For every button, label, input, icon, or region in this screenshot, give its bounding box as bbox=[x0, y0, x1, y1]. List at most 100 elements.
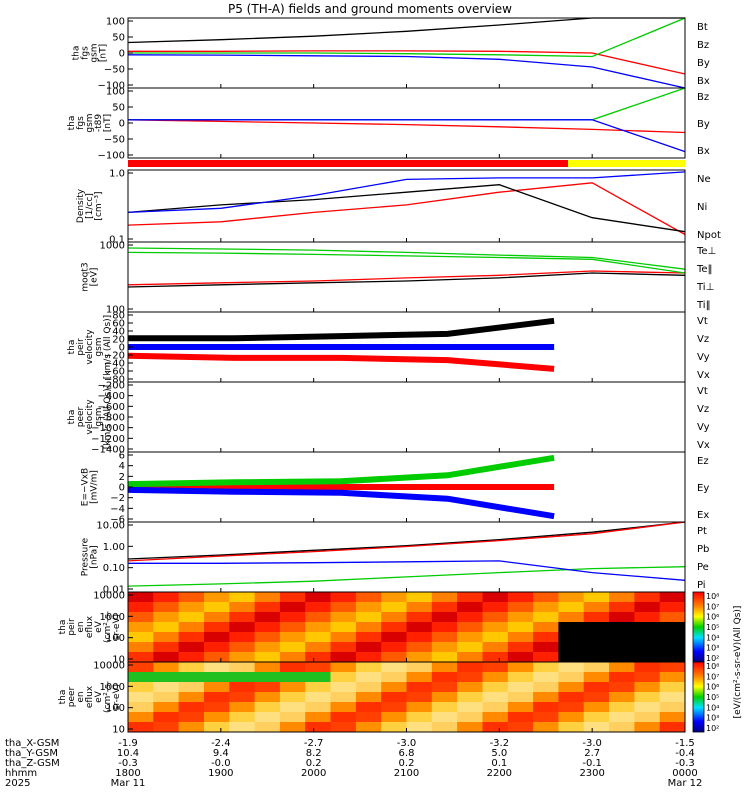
heatmap-cell bbox=[634, 592, 661, 603]
axis-row-value: -2.7 bbox=[304, 738, 324, 749]
heatmap-cell bbox=[659, 632, 686, 643]
legend-Bx: Bx bbox=[697, 146, 710, 157]
heatmap-cell bbox=[609, 642, 635, 653]
heatmap-cell bbox=[355, 622, 382, 633]
heatmap-cell bbox=[457, 672, 483, 683]
heatmap-cell bbox=[634, 662, 661, 673]
heatmap-cell bbox=[583, 632, 610, 643]
heatmap-cell bbox=[204, 602, 230, 613]
heatmap-cell bbox=[128, 602, 154, 613]
y-tick-label: −4 bbox=[110, 504, 125, 515]
heatmap-cell bbox=[507, 682, 534, 693]
heatmap-cell bbox=[178, 682, 205, 693]
y-axis-label-line: [mV/m] bbox=[90, 470, 100, 504]
y-tick-label: 0 bbox=[119, 343, 125, 354]
heatmap-cell bbox=[533, 712, 559, 723]
heatmap-cell bbox=[204, 712, 230, 723]
heatmap-cell bbox=[128, 672, 154, 683]
y-axis-label-line: peir bbox=[67, 618, 77, 636]
heatmap-cell bbox=[507, 592, 534, 603]
axis-row-value: -0.1 bbox=[582, 758, 602, 769]
y-tick-label: 0.01 bbox=[103, 585, 125, 596]
heatmap-cell bbox=[355, 602, 382, 613]
heatmap-cell bbox=[229, 612, 256, 623]
heatmap-cell bbox=[634, 692, 661, 703]
colorbar-label: [eV/(cm²-s-sr-eV)(All Qs)] bbox=[733, 606, 743, 719]
heatmap-cell bbox=[381, 722, 407, 733]
heatmap-cell bbox=[609, 592, 635, 603]
heatmap-cell bbox=[355, 672, 382, 683]
heatmap-cell bbox=[128, 622, 154, 633]
y-axis-label-line: eflux bbox=[85, 685, 95, 708]
plot-title: P5 (TH-A) fields and ground moments over… bbox=[228, 2, 512, 16]
y-tick-label: 100 bbox=[106, 17, 125, 28]
heatmap-cell bbox=[305, 722, 331, 733]
heatmap-cell bbox=[279, 702, 306, 713]
y-axis-label-line: [km/s (All Qs)] bbox=[103, 315, 113, 379]
heatmap-cell bbox=[153, 592, 180, 603]
heatmap-cell bbox=[128, 682, 154, 693]
heatmap-cell bbox=[583, 672, 610, 683]
y-axis-label-line: peir bbox=[76, 338, 86, 356]
heatmap-cell bbox=[355, 612, 382, 623]
series-Bz bbox=[128, 50, 686, 75]
heatmap-cell bbox=[279, 642, 306, 653]
axis-row-label: tha_Y-GSM bbox=[5, 748, 58, 759]
heatmap-cell bbox=[381, 682, 407, 693]
series-Ti⊥ bbox=[127, 247, 686, 270]
colorbar-tick-label: 10⁴ bbox=[706, 633, 719, 642]
heatmap-cell bbox=[254, 722, 281, 733]
heatmap-cell bbox=[381, 602, 407, 613]
heatmap-cell bbox=[153, 642, 180, 653]
heatmap-cell bbox=[153, 602, 180, 613]
heatmap-cell bbox=[355, 642, 382, 653]
heatmap-cell bbox=[305, 622, 331, 633]
heatmap-cell bbox=[254, 712, 281, 723]
heatmap-cell bbox=[634, 642, 661, 653]
y-axis-label-line: eV bbox=[94, 620, 104, 633]
heatmap-cell bbox=[659, 622, 686, 633]
heatmap-cell bbox=[355, 702, 382, 713]
heatmap-cell bbox=[609, 622, 635, 633]
legend-Pi: Pi bbox=[697, 580, 706, 591]
heatmap-cell bbox=[533, 672, 559, 683]
heatmap-cell bbox=[406, 592, 433, 603]
heatmap-cell bbox=[482, 632, 509, 643]
heatmap-cell bbox=[330, 692, 357, 703]
heatmap-cell bbox=[431, 642, 458, 653]
heatmap-cell bbox=[305, 642, 331, 653]
heatmap-cell bbox=[330, 602, 357, 613]
heatmap-cell bbox=[482, 602, 509, 613]
y-axis-label-line: moqt3 bbox=[81, 262, 91, 291]
colorbar-tick-label: 10⁶ bbox=[706, 683, 719, 692]
series-Vt bbox=[128, 317, 555, 342]
y-axis-label-line: sr-eV) bbox=[112, 614, 122, 640]
axis-row-value: -0.3 bbox=[118, 758, 138, 769]
heatmap-cell bbox=[482, 702, 509, 713]
heatmap-cell bbox=[229, 642, 256, 653]
y-tick-label: −80 bbox=[104, 375, 125, 386]
heatmap-cell bbox=[128, 652, 154, 663]
heatmap-cell bbox=[533, 722, 559, 733]
heatmap-cell bbox=[507, 712, 534, 723]
heatmap-cell bbox=[659, 612, 686, 623]
heatmap-cell bbox=[204, 632, 230, 643]
heatmap-cell bbox=[457, 632, 483, 643]
legend-Vt: Vt bbox=[697, 386, 708, 397]
heatmap-cell bbox=[482, 722, 509, 733]
series-By bbox=[128, 87, 686, 121]
series-By bbox=[128, 17, 686, 58]
y-axis-label-line: en bbox=[76, 621, 86, 632]
panel-8: 10.00 1.00 0.10 0.01 Pressure [nPa] Pt Pb Pe Pi bbox=[81, 521, 710, 596]
heatmap-cell bbox=[355, 592, 382, 603]
legend-Bz: Bz bbox=[697, 92, 709, 103]
y-tick-label: −100 bbox=[98, 151, 125, 162]
heatmap-cell bbox=[229, 602, 256, 613]
heatmap-cell bbox=[659, 692, 686, 703]
axis-row-value: 2200 bbox=[487, 768, 512, 779]
heatmap-cell bbox=[128, 662, 154, 673]
heatmap-cell bbox=[406, 652, 433, 663]
y-tick-label: 0.10 bbox=[103, 563, 125, 574]
heatmap-cell bbox=[229, 722, 256, 733]
heatmap-cell bbox=[431, 622, 458, 633]
